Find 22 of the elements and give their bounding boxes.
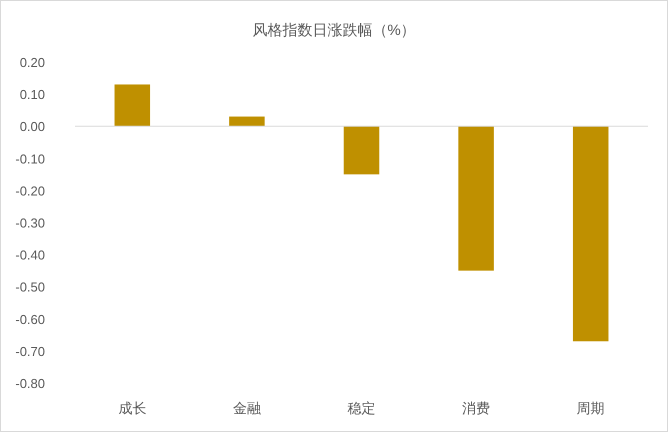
y-tick-label: -0.80 [15,376,45,391]
y-tick-label: -0.10 [15,151,45,166]
y-tick-label: 0.10 [20,87,45,102]
x-tick-label: 成长 [118,400,146,416]
x-tick-label: 金融 [232,400,261,416]
y-tick-label: -0.50 [15,280,45,295]
bar [114,84,150,126]
x-tick-label: 周期 [576,400,605,416]
y-tick-label: -0.60 [15,312,45,327]
y-tick-label: -0.70 [15,344,45,359]
y-tick-label: -0.40 [15,248,45,263]
y-tick-label: -0.20 [15,183,45,198]
bar [458,126,494,271]
bar [344,126,380,174]
y-tick-label: 0.00 [20,119,45,134]
bar [572,126,608,342]
y-tick-label: -0.30 [15,216,45,230]
x-tick-label: 稳定 [348,400,376,416]
y-tick-label: 0.20 [20,55,45,70]
chart-title: 风格指数日涨跌幅（%） [252,22,416,39]
x-tick-label: 消费 [462,400,490,416]
bar [229,116,265,126]
